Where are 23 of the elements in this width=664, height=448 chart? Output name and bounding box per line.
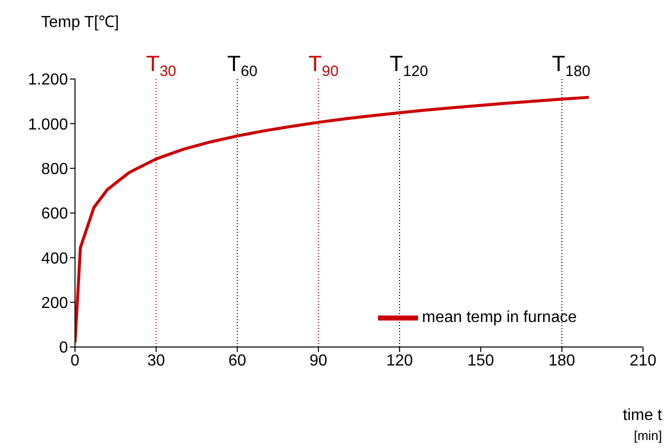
y-tick-label: 0 <box>59 340 68 357</box>
y-tick-label: 400 <box>41 250 68 268</box>
x-axis-title: time t [min] <box>622 406 662 445</box>
y-tick-label: 600 <box>41 206 68 223</box>
y-tick-label: 1.000 <box>28 116 68 134</box>
x-tick-label: 60 <box>228 352 246 370</box>
x-tick-label: 30 <box>147 352 166 370</box>
y-tick-label: 800 <box>41 161 68 178</box>
x-tick-label: 0 <box>70 352 80 370</box>
legend-label: mean temp in furnace <box>422 309 577 326</box>
ref-line-label: T$_{180}$ <box>552 51 590 80</box>
ref-line-label: T$_{90}$ <box>308 51 339 80</box>
y-axis-title: Temp T[℃] <box>41 13 119 32</box>
ref-line-label: T$_{60}$ <box>227 51 258 80</box>
x-tick-label: 210 <box>630 352 656 370</box>
x-tick-label: 180 <box>548 352 576 370</box>
x-tick-label: 150 <box>467 352 494 370</box>
y-tick-label: 1.200 <box>28 72 68 89</box>
y-tick-label: 200 <box>41 295 68 312</box>
ref-line-label: T$_{120}$ <box>390 51 428 80</box>
x-tick-label: 120 <box>386 352 414 370</box>
ref-line-label: T$_{30}$ <box>146 51 176 80</box>
x-tick-label: 90 <box>310 352 328 370</box>
